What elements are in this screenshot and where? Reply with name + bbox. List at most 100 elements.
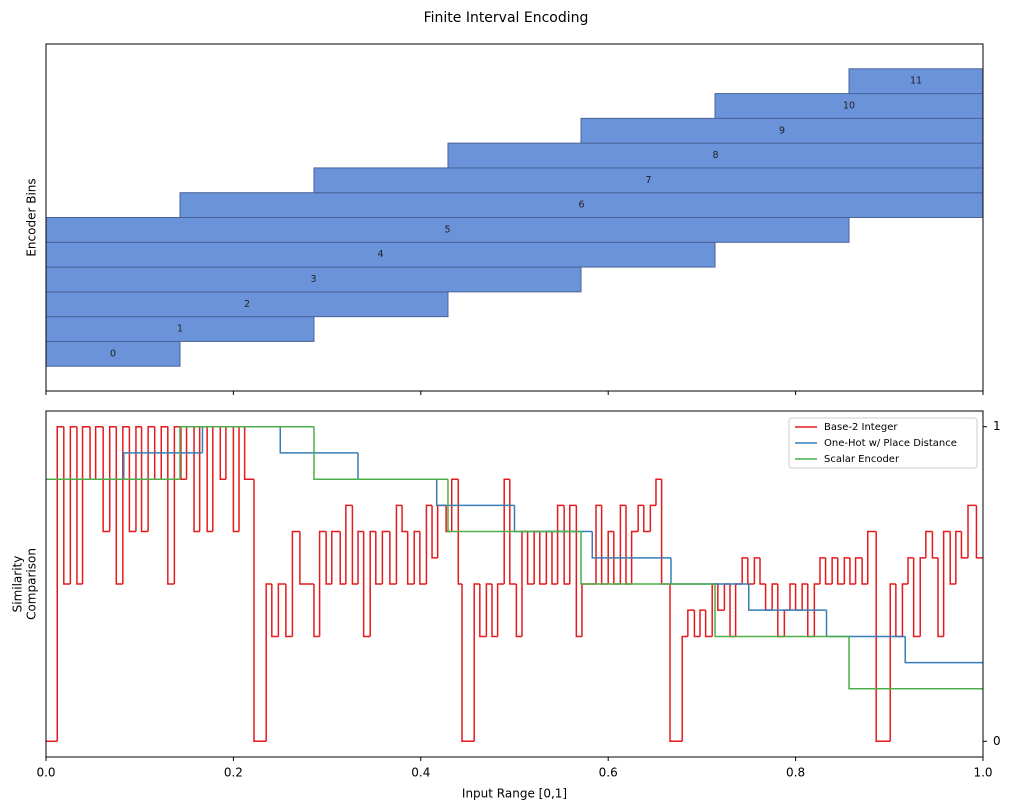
step-segment [351, 505, 359, 585]
bin-label: 6 [578, 200, 584, 211]
step-segment [473, 583, 480, 742]
step-segment [771, 583, 778, 611]
step-segment [219, 426, 226, 481]
step-segment [824, 557, 833, 585]
step-segment [748, 584, 827, 611]
step-segment [655, 478, 662, 506]
step-segment [509, 479, 517, 585]
step-segment [457, 479, 463, 585]
step-segment [318, 530, 327, 637]
step-segment [413, 530, 420, 584]
bin-label: 0 [110, 348, 116, 359]
step-segment [135, 425, 142, 532]
y-axis-label: Encoder Bins [25, 178, 39, 256]
step-segment [717, 584, 725, 611]
step-segment [425, 504, 433, 584]
bin-label: 10 [843, 100, 855, 111]
step-segment [265, 583, 272, 742]
step-segment [431, 505, 438, 559]
step-segment [179, 425, 314, 480]
bin-bar [313, 167, 984, 194]
step-segment [173, 425, 181, 584]
step-segment [854, 557, 863, 584]
bin-label: 2 [244, 299, 250, 310]
figure-title: Finite Interval Encoding [424, 10, 589, 26]
y-tick-label: 0 [993, 734, 1001, 748]
step-segment [551, 531, 558, 585]
step-segment [325, 531, 332, 585]
bin-bar [714, 93, 984, 119]
step-segment [843, 557, 850, 584]
step-segment [741, 557, 748, 584]
step-segment [389, 531, 397, 585]
step-segment [206, 426, 213, 533]
x-tick-label: 0.8 [786, 766, 805, 780]
step-segment [861, 557, 868, 585]
step-segment [975, 505, 983, 559]
step-segment [925, 530, 933, 558]
step-segment [140, 426, 149, 533]
step-segment [580, 531, 716, 585]
bin-label: 1 [177, 324, 183, 335]
step-segment [942, 530, 951, 637]
x-tick-label: 0.6 [599, 766, 618, 780]
bin-label: 3 [310, 274, 316, 285]
step-segment [919, 557, 926, 637]
step-segment [801, 583, 808, 611]
step-segment [291, 530, 300, 637]
step-segment [279, 426, 359, 454]
step-segment [753, 557, 760, 584]
step-segment [271, 584, 279, 638]
step-segment [937, 557, 944, 638]
step-segment [693, 610, 701, 638]
step-segment [69, 425, 77, 584]
step-segment [607, 530, 614, 584]
bin-bar [45, 291, 449, 318]
step-segment [556, 504, 565, 584]
step-segment [345, 504, 353, 584]
step-segment [285, 584, 293, 638]
step-segment [479, 584, 487, 638]
bin-bar [447, 142, 984, 169]
step-segment [637, 504, 644, 532]
step-segment [931, 531, 939, 559]
step-segment [180, 426, 187, 481]
step-segment [643, 505, 651, 533]
step-segment [819, 557, 826, 584]
step-segment [491, 584, 498, 638]
step-segment [866, 530, 877, 584]
step-segment [526, 531, 535, 585]
step-segment [955, 530, 962, 584]
x-tick-label: 0.4 [411, 766, 430, 780]
axes-frame [45, 43, 984, 392]
step-segment [649, 504, 656, 532]
step-segment [875, 531, 891, 743]
step-segment [331, 530, 341, 584]
step-segment [313, 426, 448, 481]
step-segment [759, 557, 766, 585]
step-segment [419, 531, 427, 585]
x-tick-label: 0.0 [36, 766, 55, 780]
step-segment [406, 531, 415, 585]
bin-label: 5 [444, 224, 450, 235]
step-segment [515, 584, 522, 638]
step-segment [375, 531, 383, 585]
step-segment [160, 425, 168, 480]
step-segment [381, 530, 390, 584]
bin-label: 7 [645, 175, 651, 186]
bin-label: 11 [910, 76, 922, 87]
step-segment [339, 531, 346, 585]
step-segment [401, 505, 408, 533]
y-tick-label: 1 [993, 419, 1001, 433]
step-segment [949, 531, 956, 585]
step-segment [369, 530, 376, 637]
step-segment [94, 425, 104, 480]
step-segment [253, 479, 267, 743]
step-segment [907, 557, 914, 584]
step-segment [485, 583, 493, 637]
step-segment [56, 425, 64, 742]
step-segment [912, 557, 921, 638]
step-segment [714, 584, 850, 638]
legend-label: Base-2 Integer [824, 422, 898, 433]
bin-bar [45, 266, 582, 293]
